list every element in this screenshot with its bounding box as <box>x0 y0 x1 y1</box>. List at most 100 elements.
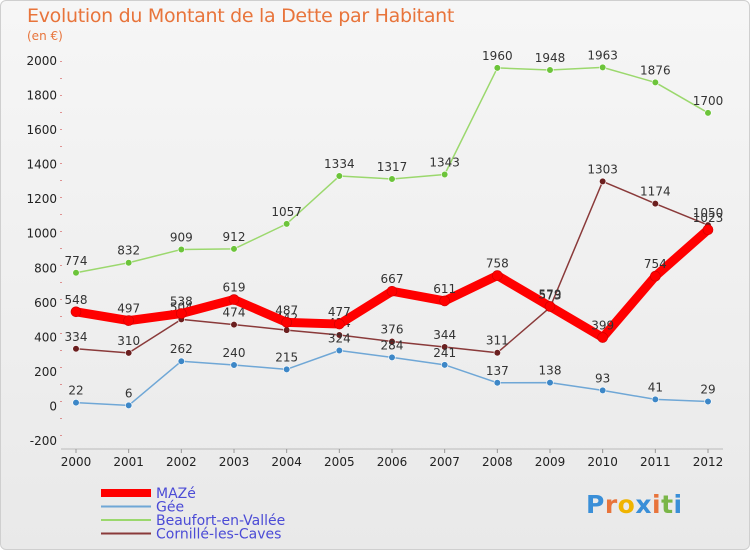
logo-letter: i <box>673 490 683 519</box>
data-point-gee <box>72 399 80 407</box>
data-point-gee <box>125 401 133 410</box>
data-point-gee <box>651 395 659 403</box>
data-label-gee: 324 <box>328 331 351 345</box>
chart-unit-label: (en €) <box>27 29 63 43</box>
data-point-beaufort-en-vallee <box>493 64 501 72</box>
y-tick-label: 1000 <box>26 227 57 241</box>
data-label-maze: 548 <box>65 293 88 307</box>
data-label-beaufort-en-vallee: 1700 <box>693 94 724 108</box>
data-label-maze: 538 <box>170 295 193 309</box>
data-label-beaufort-en-vallee: 912 <box>223 230 246 244</box>
data-label-cornille-les-caves: 1050 <box>693 206 724 220</box>
data-label-maze: 758 <box>486 257 509 271</box>
data-point-beaufort-en-vallee <box>283 220 291 228</box>
y-tick-label: 800 <box>34 261 57 275</box>
y-tick-label: 0 <box>49 399 57 413</box>
data-point-beaufort-en-vallee <box>177 245 185 254</box>
data-label-cornille-les-caves: 344 <box>433 328 456 342</box>
data-point-cornille-les-caves <box>72 345 80 353</box>
x-tick-label: 2007 <box>429 455 460 469</box>
data-label-gee: 262 <box>170 342 193 356</box>
data-label-beaufort-en-vallee: 1343 <box>429 155 460 169</box>
logo-letter: i <box>652 490 662 519</box>
data-label-beaufort-en-vallee: 1960 <box>482 49 513 63</box>
data-label-cornille-les-caves: 311 <box>486 334 509 348</box>
data-point-maze <box>334 318 345 330</box>
data-label-maze: 611 <box>433 282 456 296</box>
data-point-cornille-les-caves <box>230 320 238 329</box>
data-label-maze: 487 <box>275 303 298 317</box>
data-point-gee <box>283 365 291 373</box>
data-point-cornille-les-caves <box>599 177 607 185</box>
y-tick-label: 1200 <box>26 192 57 206</box>
x-tick-label: 2003 <box>219 455 250 469</box>
data-label-beaufort-en-vallee: 1334 <box>324 157 355 171</box>
data-point-cornille-les-caves <box>125 349 133 357</box>
data-point-cornille-les-caves <box>283 326 291 334</box>
data-label-maze: 1023 <box>693 211 724 225</box>
y-tick-label: 200 <box>34 365 57 379</box>
data-label-cornille-les-caves: 1174 <box>640 185 671 199</box>
data-label-maze: 579 <box>539 287 562 301</box>
data-label-gee: 241 <box>433 346 456 360</box>
data-label-cornille-les-caves: 334 <box>65 330 88 344</box>
data-point-maze <box>176 308 187 319</box>
data-point-cornille-les-caves <box>388 337 396 346</box>
y-tick-label: 2000 <box>26 54 57 68</box>
y-tick-label: 400 <box>34 330 57 344</box>
y-tick-label: 600 <box>34 296 57 310</box>
data-point-maze <box>702 224 714 236</box>
data-point-gee <box>493 379 501 387</box>
data-point-beaufort-en-vallee <box>230 245 238 253</box>
logo-letter: r <box>604 490 618 519</box>
data-point-maze <box>281 317 292 328</box>
data-point-maze <box>123 315 134 326</box>
data-label-maze: 754 <box>644 257 667 271</box>
data-label-gee: 284 <box>381 338 404 352</box>
data-point-beaufort-en-vallee <box>335 172 343 180</box>
data-label-maze: 497 <box>117 302 140 316</box>
data-point-maze <box>492 270 503 281</box>
x-tick-label: 2004 <box>271 455 302 469</box>
data-point-gee <box>177 357 185 365</box>
data-label-maze: 399 <box>591 319 614 333</box>
data-point-gee <box>230 361 238 369</box>
y-tick-label: 1800 <box>26 89 57 103</box>
data-point-maze <box>650 270 661 282</box>
data-label-beaufort-en-vallee: 1876 <box>640 63 671 77</box>
data-point-gee <box>546 379 554 387</box>
x-tick-label: 2009 <box>535 455 566 469</box>
data-label-beaufort-en-vallee: 774 <box>65 254 88 268</box>
data-label-gee: 29 <box>700 382 715 396</box>
data-point-gee <box>704 397 712 406</box>
data-point-beaufort-en-vallee <box>72 269 80 277</box>
data-point-beaufort-en-vallee <box>704 109 712 117</box>
x-tick-label: 2001 <box>113 455 144 469</box>
data-label-gee: 240 <box>223 346 246 360</box>
data-point-beaufort-en-vallee <box>388 175 396 183</box>
data-label-beaufort-en-vallee: 1948 <box>535 51 566 65</box>
chart-title: Evolution du Montant de la Dette par Hab… <box>27 5 455 27</box>
legend-label-beaufort-en-vallee: Beaufort-en-Vallée <box>156 513 285 529</box>
logo-letter: x <box>635 490 652 519</box>
data-point-gee <box>441 361 449 369</box>
y-tick-label: 1400 <box>26 158 57 172</box>
data-point-maze <box>386 285 398 297</box>
data-label-beaufort-en-vallee: 1963 <box>587 48 618 62</box>
legend-label-cornille-les-caves: Cornillé-les-Caves <box>156 527 281 543</box>
data-point-cornille-les-caves <box>493 349 501 357</box>
data-point-gee <box>335 346 343 355</box>
x-tick-label: 2010 <box>587 455 618 469</box>
data-point-cornille-les-caves <box>335 331 343 339</box>
x-tick-label: 2012 <box>693 455 724 469</box>
data-label-gee: 138 <box>539 364 562 378</box>
x-tick-label: 2008 <box>482 455 513 469</box>
data-label-cornille-les-caves: 310 <box>117 334 140 348</box>
data-point-beaufort-en-vallee <box>125 259 133 267</box>
x-tick-label: 2011 <box>640 455 671 469</box>
data-label-gee: 22 <box>68 384 83 398</box>
data-point-maze <box>597 332 608 343</box>
data-label-gee: 6 <box>125 386 133 400</box>
legend-label-maze: MAZé <box>156 486 196 502</box>
